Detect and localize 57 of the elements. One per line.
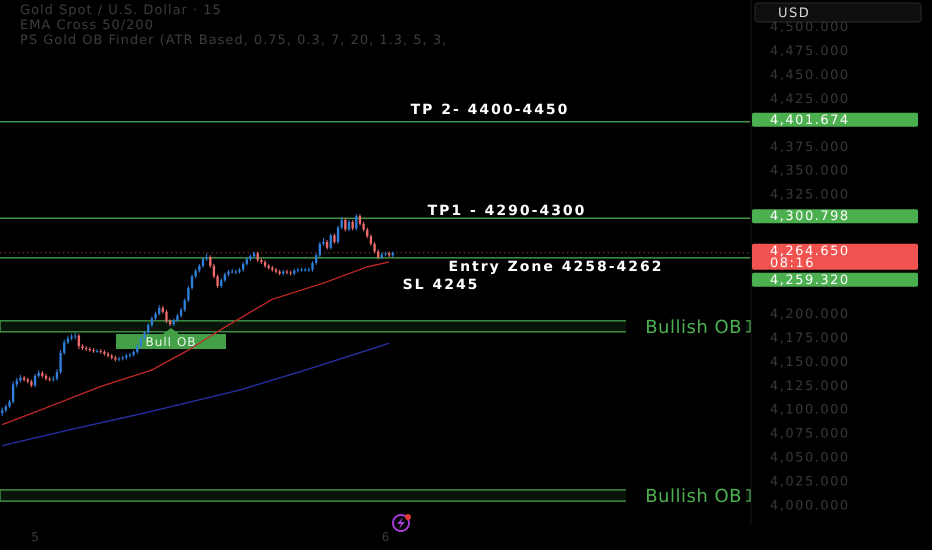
y-tick-label: 4,425.000	[770, 92, 850, 107]
y-tick-label: 4,125.000	[770, 378, 850, 394]
candlestick	[220, 278, 222, 288]
ref-line-label: 4,300.798	[770, 209, 850, 224]
annotation: TP 2- 4400-4450	[410, 102, 570, 118]
candlestick	[16, 377, 18, 388]
x-tick-label: 6	[382, 530, 390, 544]
annotation: PS Gold OB Finder (ATR Based, 0.75, 0.3, 7, 20, 1.3, 5, 3,	[20, 33, 448, 48]
candlestick	[314, 252, 318, 266]
candlestick	[194, 268, 197, 279]
candlestick	[330, 232, 332, 250]
ref-line-label: 4,259.320	[770, 272, 850, 288]
y-tick-label: 4,350.000	[770, 164, 850, 179]
candlestick	[184, 298, 186, 312]
y-tick-label: 4,450.000	[770, 68, 850, 84]
line-series	[1, 261, 390, 426]
x-tick-label: 5	[31, 530, 39, 544]
candlestick	[351, 219, 354, 231]
band-label: Bullish OB	[645, 486, 742, 507]
ref-line-label: 4,401.674	[770, 112, 850, 128]
y-tick-label: 4,100.000	[770, 402, 850, 418]
candlestick	[150, 316, 154, 328]
band-label: Bullish OB	[645, 316, 742, 338]
candlestick	[78, 333, 80, 350]
annotation: Entry Zone 4258-4262	[448, 259, 664, 275]
candlestick	[340, 216, 343, 230]
annotation: TP1 - 4290-4300	[428, 203, 586, 219]
y-tick-label: 4,375.000	[770, 140, 850, 155]
annotation: SL 4245	[402, 277, 480, 293]
candlestick	[344, 218, 347, 232]
ref-line-label: 4,264.650 08:16	[770, 244, 850, 271]
y-tick-label: 4,325.000	[770, 188, 850, 203]
text: EMA Cross 50/200	[20, 18, 154, 33]
y-tick-label: 4,075.000	[770, 426, 850, 442]
candlestick	[355, 214, 358, 231]
y-tick-label: 4,475.000	[770, 44, 850, 60]
y-tick-label: 4,000.000	[770, 498, 850, 514]
candlestick	[326, 240, 328, 250]
y-tick-label: 4,050.000	[770, 450, 850, 466]
candlestick	[318, 241, 321, 258]
candlestick	[158, 304, 160, 316]
currency-button: USD	[754, 2, 922, 22]
y-tick-label: 4,150.000	[770, 354, 850, 370]
y-tick-label: 4,025.000	[770, 474, 850, 490]
candlestick	[362, 221, 365, 232]
candlestick	[333, 232, 336, 244]
candlestick	[216, 274, 219, 288]
candlestick	[256, 251, 259, 263]
candlestick	[187, 285, 190, 303]
y-tick-label: 4,200.000	[770, 307, 850, 322]
annotation: Bull OB	[146, 335, 196, 349]
candlestick	[147, 322, 150, 336]
candlestick	[12, 381, 14, 404]
candlestick	[242, 262, 244, 272]
y-tick-label: 4,500.000	[770, 20, 850, 36]
y-tick-label: 4,175.000	[770, 331, 850, 346]
chart-title: Gold Spot / U.S. Dollar · 15	[20, 3, 222, 18]
